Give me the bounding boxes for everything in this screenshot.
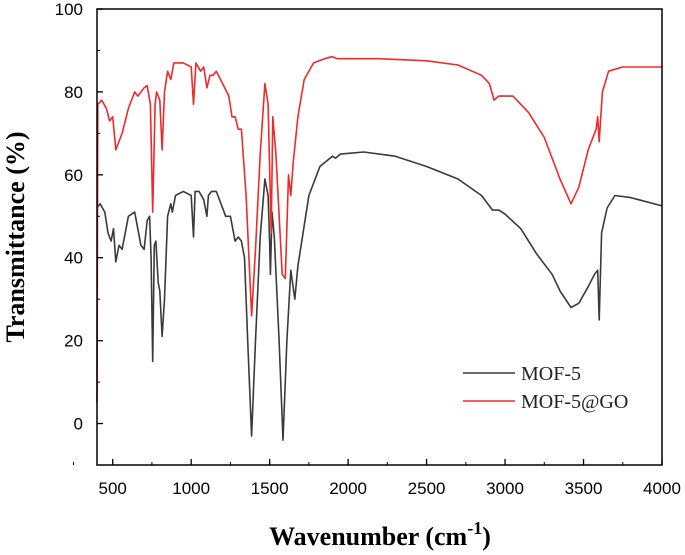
x-tick-label: 1000 [172, 479, 210, 498]
x-tick-label: 3000 [486, 479, 524, 498]
legend: MOF-5 MOF-5@GO [463, 363, 628, 413]
x-tick-label: 4000 [643, 479, 681, 498]
y-tick-label: 60 [64, 166, 83, 185]
y-tick-label: 100 [55, 0, 83, 19]
x-axis-title: Wavenumber (cm-1) [269, 518, 491, 551]
y-tick-label: 80 [64, 83, 83, 102]
legend-label-mof5: MOF-5 [521, 363, 581, 385]
x-tick-label: 2000 [329, 479, 367, 498]
x-tick-label: 1500 [251, 479, 289, 498]
series-line-mof5 [96, 151, 663, 441]
y-tick-label: 20 [64, 332, 83, 351]
y-axis-title: Transmittance (%) [1, 131, 30, 342]
plot-frame [96, 8, 663, 466]
x-tick-label: 3500 [565, 479, 603, 498]
series-line-mof5-go [96, 55, 662, 403]
y-tick-label: 40 [64, 249, 83, 268]
legend-label-mof5-go: MOF-5@GO [521, 391, 628, 413]
y-tick-label: 0 [74, 415, 83, 434]
x-tick-label: 2500 [408, 479, 446, 498]
x-tick-label: 500 [99, 479, 127, 498]
